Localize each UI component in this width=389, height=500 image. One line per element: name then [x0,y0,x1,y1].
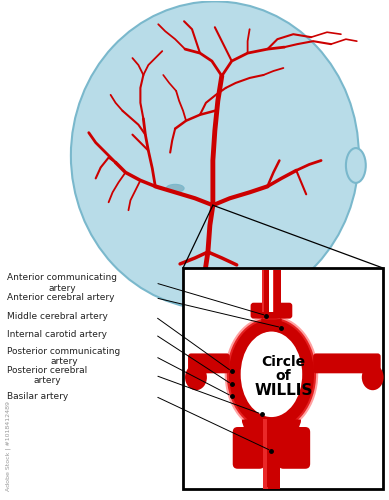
Text: Anterior communicating
artery: Anterior communicating artery [7,273,117,292]
Bar [265,419,267,486]
Ellipse shape [166,184,184,192]
FancyBboxPatch shape [233,427,265,469]
FancyBboxPatch shape [188,354,230,374]
Bar [188,285,240,314]
Bar [272,270,281,312]
Ellipse shape [227,318,316,431]
Bar [261,270,272,312]
Text: Basilar artery: Basilar artery [7,392,68,400]
Text: Internal carotid artery: Internal carotid artery [7,330,107,339]
Bar [270,270,273,312]
Text: Middle cerebral artery: Middle cerebral artery [7,312,108,321]
Text: of: of [275,370,291,384]
Text: Posterior communicating
artery: Posterior communicating artery [7,346,121,366]
Text: Anterior cerebral artery: Anterior cerebral artery [7,293,115,302]
Text: WILLIS: WILLIS [254,382,312,398]
Ellipse shape [346,148,366,183]
Bar [265,419,272,486]
Bar [261,270,265,312]
FancyBboxPatch shape [251,302,292,318]
Text: Adobe Stock | #1018412489: Adobe Stock | #1018412489 [5,400,11,490]
Ellipse shape [362,364,384,390]
Ellipse shape [241,332,302,417]
FancyBboxPatch shape [279,427,310,469]
Ellipse shape [71,2,359,310]
Bar [272,270,274,312]
Bar [183,268,383,488]
Bar [263,419,280,488]
Text: Posterior cerebral
artery: Posterior cerebral artery [7,366,88,385]
Bar [263,419,268,488]
Ellipse shape [185,364,207,390]
Text: Circle: Circle [261,356,305,370]
FancyBboxPatch shape [313,354,381,374]
